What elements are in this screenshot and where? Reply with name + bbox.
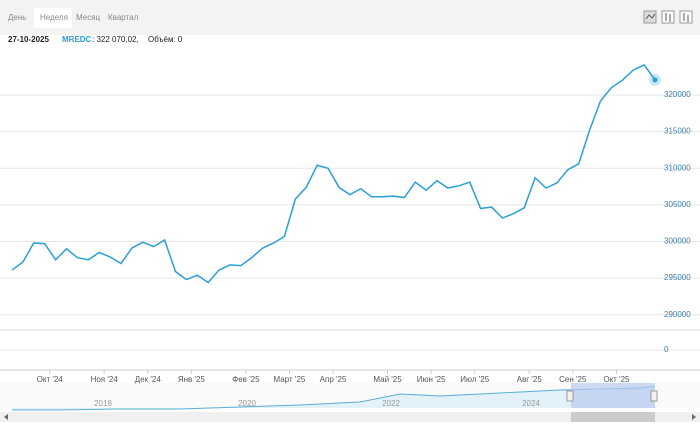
x-tick-label: Янв '25 [178,375,206,384]
tab-active [34,8,72,28]
y-tick-label: 290000 [664,310,691,319]
tab[interactable]: День [8,13,26,22]
info-volume: Объём: 0 [148,35,183,44]
icon-bar[interactable] [679,10,693,24]
last-point [652,77,658,83]
x-tick-label: Июл '25 [460,375,489,384]
y-tick-label: 305000 [664,200,691,209]
x-tick-label: Окт '25 [603,375,630,384]
navigator-label: 2024 [522,399,540,408]
toolbar-icons [643,10,693,24]
tab[interactable]: Неделя [40,13,68,22]
scrollbar [0,412,700,422]
x-tick-label: Ноя '24 [91,375,119,384]
info-date: 27-10-2025 [8,35,49,44]
volume-tick-label: 0 [664,345,669,354]
x-tick-label: Дек '24 [135,375,162,384]
y-tick-label: 310000 [664,163,691,172]
y-tick-label: 320000 [664,90,691,99]
x-tick-label: Март '25 [274,375,306,384]
navigator-label: 2018 [94,399,112,408]
y-tick-label: 315000 [664,127,691,136]
info-value: : 322 070,02, [92,35,139,44]
x-tick-label: Окт '24 [37,375,64,384]
x-tick-label: Май '25 [373,375,402,384]
x-tick-label: Апр '25 [320,375,347,384]
tab[interactable]: Месяц [76,13,101,22]
x-tick-label: Сен '25 [559,375,587,384]
scrollbar-thumb[interactable] [571,412,655,422]
navigator-label: 2022 [382,399,400,408]
navigator-selection[interactable] [571,383,655,408]
info-ticker: MREDC [62,35,92,44]
navigator-handle[interactable] [650,390,658,402]
icon-line[interactable] [643,10,657,24]
toolbar [0,0,700,35]
y-tick-label: 300000 [664,237,691,246]
tab[interactable]: Квартал [108,13,139,22]
line [11,64,656,284]
navigator-area [12,386,655,410]
navigator-handle[interactable] [566,390,574,402]
x-tick-label: Фев '25 [232,375,260,384]
x-tick-label: Авг '25 [517,375,543,384]
x-tick-label: Июн '25 [417,375,446,384]
icon-candle[interactable] [661,10,675,24]
navigator-label: 2020 [238,399,256,408]
y-tick-label: 295000 [664,273,691,282]
